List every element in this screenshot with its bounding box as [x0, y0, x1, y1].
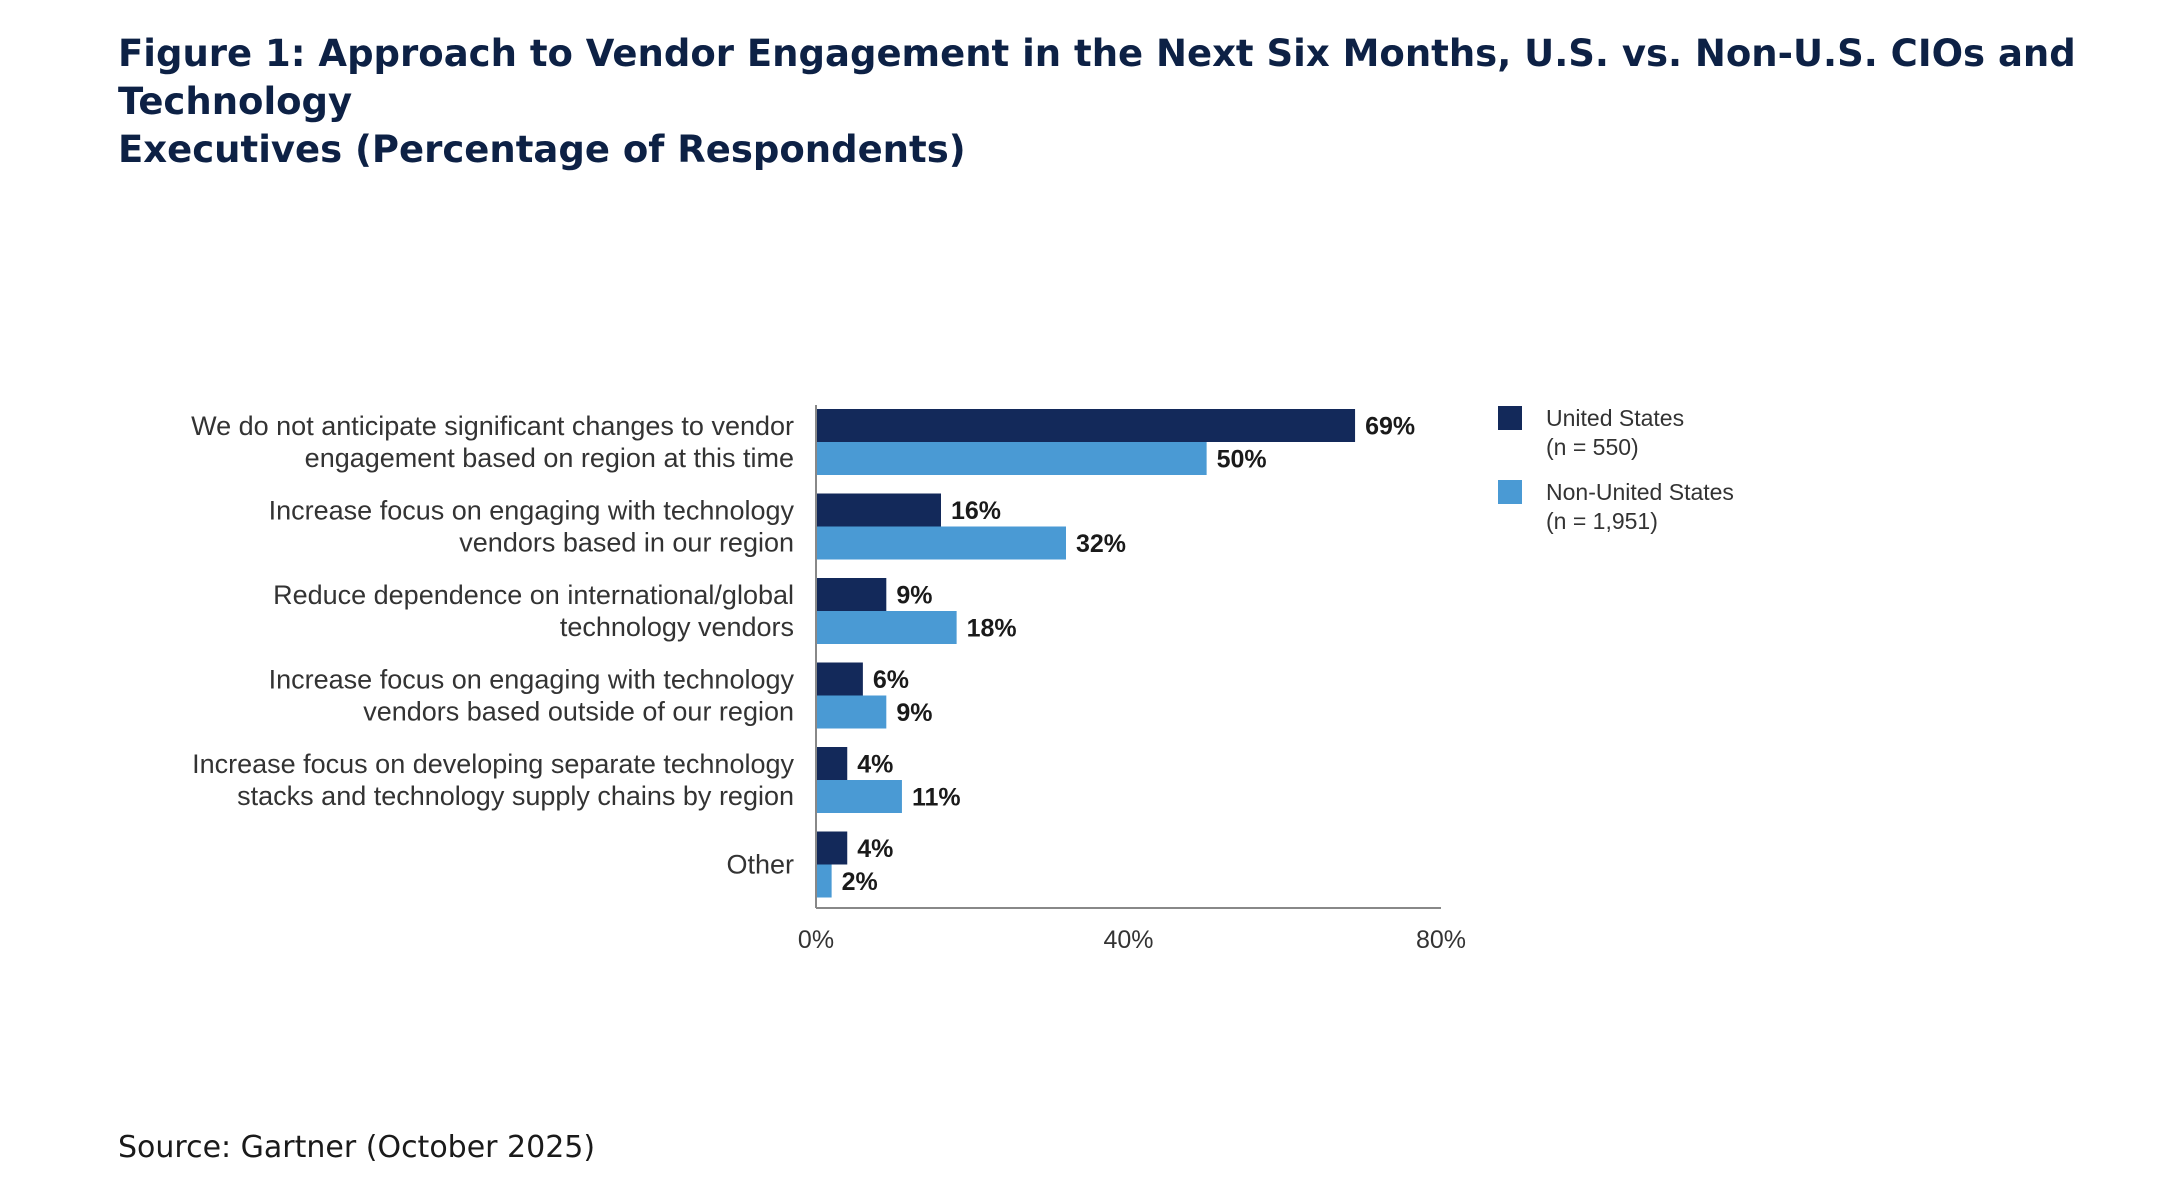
legend-label-non-us-line-1: Non-United States [1546, 479, 1734, 505]
bar-non-us-3 [816, 695, 887, 729]
bar-us-1 [816, 493, 941, 527]
category-label-5-line-1: Other [726, 850, 794, 880]
category-label-4-line-1: Increase focus on developing separate te… [192, 749, 794, 779]
category-label-1-line-2: vendors based in our region [459, 528, 794, 558]
bar-us-4 [816, 747, 848, 780]
value-label-us-5: 4% [857, 835, 893, 863]
axes-group: 0% 40% 80% [798, 405, 1466, 954]
legend-swatch-us [1498, 406, 1522, 430]
category-label-5: Other [726, 850, 794, 880]
category-label-3-line-2: vendors based outside of our region [363, 697, 794, 727]
legend-swatch-non-us [1498, 480, 1522, 504]
category-label-2: Reduce dependence on international/globa… [273, 580, 794, 642]
figure-title-line-2: Executives (Percentage of Respondents) [118, 128, 966, 171]
legend-label-us: United States (n = 550) [1546, 405, 1684, 460]
category-label-0-line-1: We do not anticipate significant changes… [191, 411, 794, 441]
bar-us-3 [816, 662, 863, 696]
value-label-non-us-4: 11% [912, 784, 961, 812]
legend-label-non-us: Non-United States (n = 1,951) [1546, 479, 1734, 534]
category-label-2-line-1: Reduce dependence on international/globa… [273, 580, 794, 610]
figure-title: Figure 1: Approach to Vendor Engagement … [118, 30, 2138, 174]
value-label-non-us-2: 18% [967, 615, 1017, 643]
category-label-0-line-2: engagement based on region at this time [305, 443, 794, 473]
category-label-4: Increase focus on developing separate te… [192, 749, 794, 811]
bar-non-us-5 [816, 864, 832, 898]
value-label-non-us-3: 9% [896, 699, 932, 727]
value-label-non-us-1: 32% [1076, 530, 1126, 558]
legend-label-us-line-2: (n = 550) [1546, 434, 1639, 460]
bar-non-us-1 [816, 526, 1066, 560]
value-label-us-1: 16% [951, 497, 1001, 525]
category-label-0: We do not anticipate significant changes… [191, 411, 794, 473]
bar-us-0 [816, 409, 1356, 442]
bar-non-us-2 [816, 611, 957, 644]
x-tick-label-0: 0% [798, 926, 834, 954]
x-tick-label-1: 40% [1103, 926, 1153, 954]
value-label-us-4: 4% [857, 751, 893, 779]
bar-non-us-4 [816, 780, 902, 813]
category-label-3: Increase focus on engaging with technolo… [269, 665, 795, 727]
x-tick-label-2: 80% [1416, 926, 1466, 954]
value-label-us-0: 69% [1365, 413, 1415, 441]
category-label-1: Increase focus on engaging with technolo… [269, 496, 795, 558]
category-label-3-line-1: Increase focus on engaging with technolo… [269, 665, 795, 695]
value-label-non-us-0: 50% [1217, 446, 1267, 474]
legend-label-us-line-1: United States [1546, 405, 1684, 431]
figure-title-line-1: Figure 1: Approach to Vendor Engagement … [118, 32, 2076, 123]
legend-label-non-us-line-2: (n = 1,951) [1546, 508, 1658, 534]
value-label-us-2: 9% [896, 582, 932, 610]
value-labels-group: 69%50%16%32%9%18%6%9%4%11%4%2% [842, 413, 1415, 897]
category-label-1-line-1: Increase focus on engaging with technolo… [269, 496, 795, 526]
value-label-non-us-5: 2% [842, 868, 878, 896]
bar-us-2 [816, 578, 887, 611]
legend: United States (n = 550) Non-United States (… [1498, 405, 1734, 534]
value-label-us-3: 6% [873, 666, 909, 694]
source-note: Source: Gartner (October 2025) [118, 1130, 596, 1165]
bar-us-5 [816, 831, 848, 865]
bar-non-us-0 [816, 442, 1207, 475]
category-label-4-line-2: stacks and technology supply chains by r… [237, 781, 794, 811]
category-label-2-line-2: technology vendors [560, 612, 794, 642]
category-labels-group: We do not anticipate significant changes… [191, 411, 794, 880]
bars-group [816, 409, 1356, 898]
